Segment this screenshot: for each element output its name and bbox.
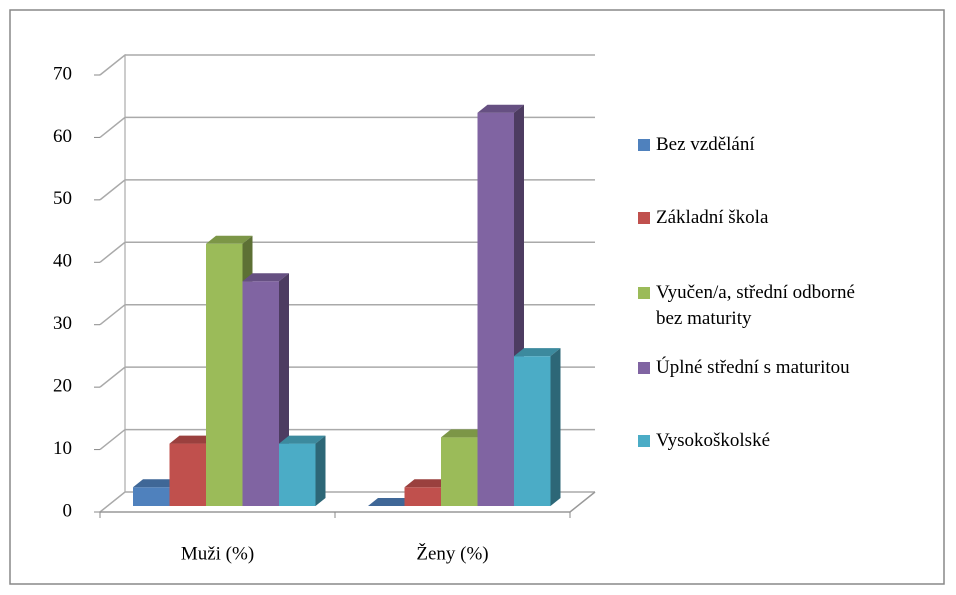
legend-swatch <box>638 287 650 299</box>
legend-label: Úplné střední s maturitou <box>656 357 850 378</box>
bar-top <box>133 479 180 488</box>
bar-front <box>477 112 514 506</box>
grid-line <box>99 54 595 76</box>
bar-top <box>404 479 451 488</box>
bar-top <box>279 435 326 444</box>
grid-line <box>99 179 595 201</box>
bar <box>279 435 326 506</box>
legend-swatch <box>638 212 650 224</box>
bar-front <box>404 487 441 506</box>
bar <box>368 498 415 506</box>
y-tick-label: 20 <box>53 376 72 397</box>
bar-front <box>169 443 206 506</box>
y-tick-label: 40 <box>53 251 72 272</box>
bar-top <box>242 273 289 282</box>
legend-item: Vyučen/a, střední odborné bez maturity <box>638 280 878 332</box>
legend-swatch <box>638 362 650 374</box>
y-tick-label: 0 <box>63 500 73 521</box>
grid-line <box>99 366 595 388</box>
legend-item: Vysokoškolské <box>638 428 878 454</box>
grid-line <box>99 241 595 263</box>
bar-top <box>477 104 524 113</box>
legend-item: Bez vzdělání <box>638 132 878 158</box>
bar-front <box>441 437 478 506</box>
legend-label: Vysokoškolské <box>656 430 771 451</box>
legend-swatch <box>638 435 650 447</box>
y-tick-label: 30 <box>53 313 72 334</box>
bar-side <box>550 348 561 506</box>
bar-front <box>242 281 279 506</box>
bar-top <box>169 435 216 444</box>
bar-front <box>514 356 551 506</box>
legend-swatch <box>638 139 650 151</box>
legend-label: Bez vzdělání <box>656 134 755 155</box>
bar-top <box>206 235 253 244</box>
grid-line <box>99 116 595 139</box>
y-tick-label: 60 <box>53 126 72 147</box>
bar-side <box>315 435 326 506</box>
y-tick-label: 50 <box>53 188 72 209</box>
y-tick-label: 10 <box>53 438 72 459</box>
bar-top <box>514 348 561 357</box>
bar <box>514 348 561 506</box>
bar-front <box>133 487 170 506</box>
legend-item: Základní škola <box>638 205 878 231</box>
bar-top <box>441 429 488 438</box>
bar-front <box>206 243 243 507</box>
x-tick-label: Ženy (%) <box>416 542 488 564</box>
bar-top <box>368 498 415 506</box>
grid-line <box>99 303 595 326</box>
y-tick-label: 70 <box>53 63 72 84</box>
grid-line <box>99 428 595 451</box>
legend-label: Vyučen/a, střední odborné bez maturity <box>656 282 855 329</box>
legend-label: Základní škola <box>656 207 769 228</box>
bar-front <box>279 443 316 506</box>
x-tick-label: Muži (%) <box>181 543 254 564</box>
legend-item: Úplné střední s maturitou <box>638 355 878 381</box>
